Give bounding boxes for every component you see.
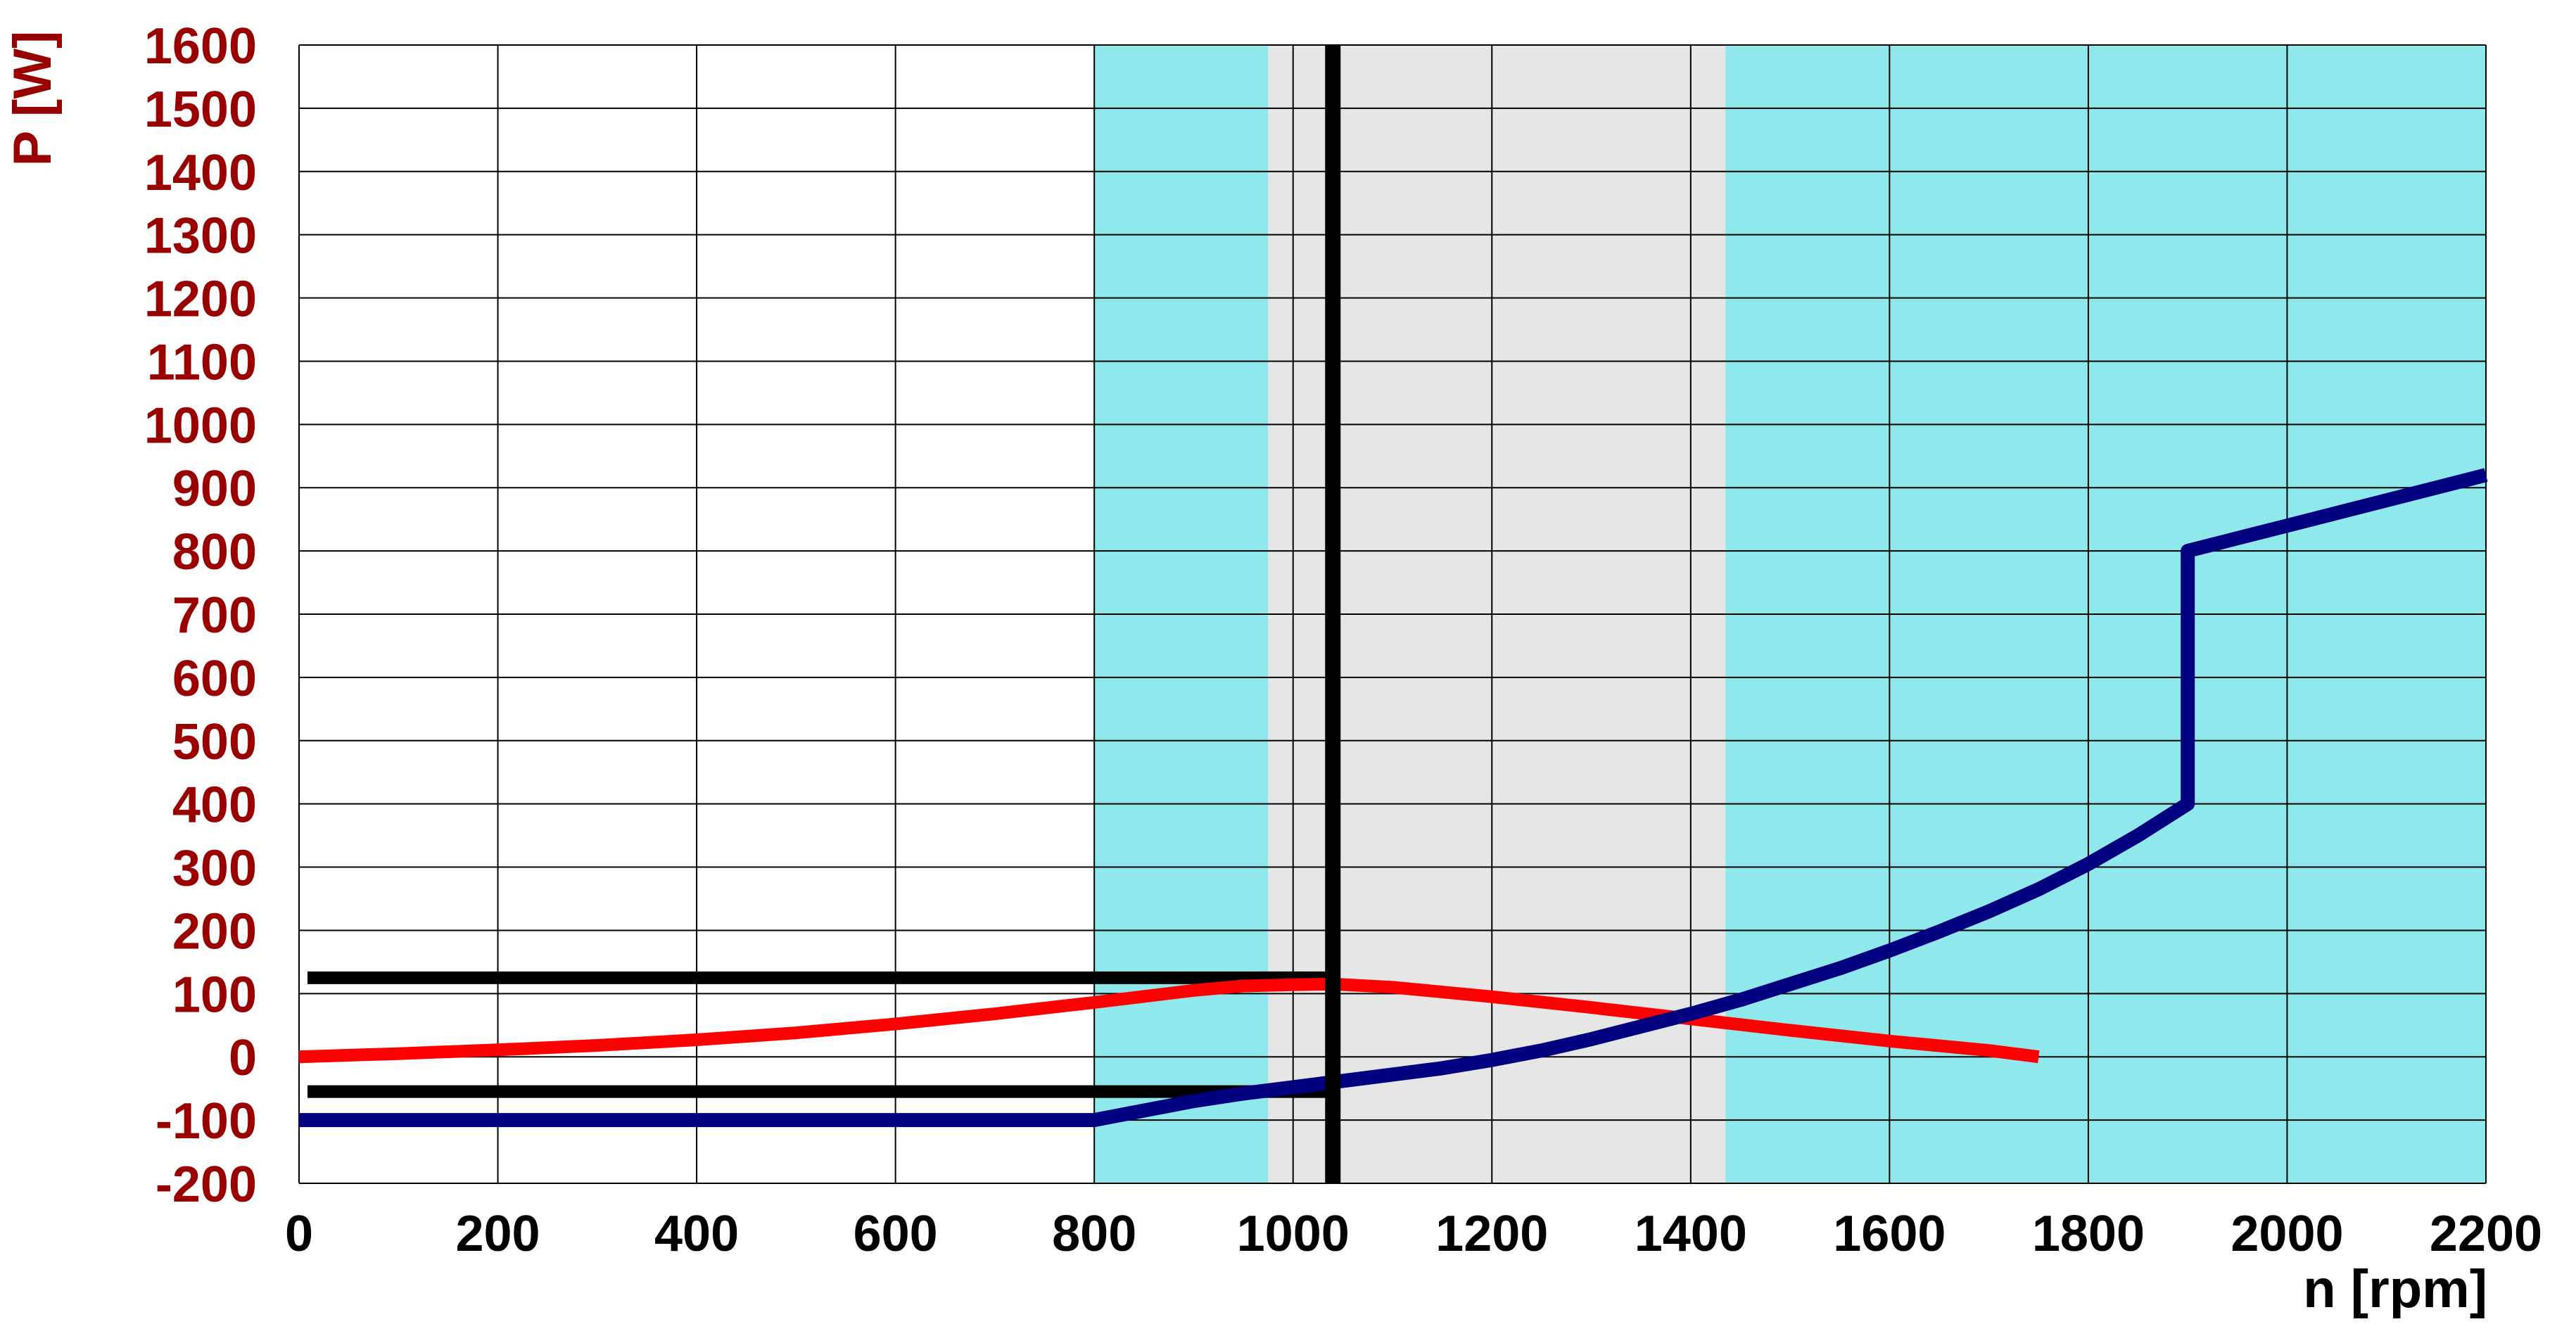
y-tick-label: 200 xyxy=(172,903,257,960)
y-axis-label: P [W] xyxy=(3,31,63,167)
y-tick-label: 1400 xyxy=(144,145,257,201)
y-tick-label: 0 xyxy=(229,1030,257,1086)
y-tick-label: 1300 xyxy=(144,208,257,265)
y-tick-label: 1200 xyxy=(144,272,257,328)
y-tick-label: 100 xyxy=(172,967,257,1023)
y-tick-label: 1000 xyxy=(144,397,257,454)
y-tick-label: 500 xyxy=(172,714,257,770)
x-tick-label: 1800 xyxy=(2032,1206,2145,1262)
x-tick-label: 2000 xyxy=(2231,1206,2343,1262)
y-tick-label: 800 xyxy=(172,524,257,580)
x-tick-label: 1000 xyxy=(1237,1206,1350,1262)
series-line-0 xyxy=(298,977,2040,1064)
x-tick-label: 1200 xyxy=(1435,1206,1548,1262)
x-tick-label: 1400 xyxy=(1635,1206,1747,1262)
x-tick-label: 400 xyxy=(654,1206,739,1262)
x-tick-label: 0 xyxy=(285,1206,313,1262)
y-tick-label: 1100 xyxy=(147,334,257,390)
x-tick-label: 200 xyxy=(455,1206,540,1262)
y-tick-label: -100 xyxy=(156,1093,257,1150)
y-tick-label: 300 xyxy=(172,841,257,897)
y-tick-label: 900 xyxy=(172,461,257,517)
x-axis-label: n [rpm] xyxy=(2303,1259,2487,1319)
y-tick-label: 700 xyxy=(172,587,257,644)
y-tick-label: 1500 xyxy=(144,82,257,138)
series-line-1 xyxy=(299,468,2488,1128)
y-tick-label: -200 xyxy=(156,1157,257,1213)
x-tick-label: 800 xyxy=(1052,1206,1136,1262)
y-tick-label: 1600 xyxy=(144,18,257,75)
x-tick-label: 600 xyxy=(854,1206,938,1262)
x-tick-label: 1600 xyxy=(1833,1206,1946,1262)
x-tick-label: 2200 xyxy=(2430,1206,2542,1262)
y-tick-label: 600 xyxy=(172,651,257,707)
y-tick-label: 400 xyxy=(172,777,257,834)
